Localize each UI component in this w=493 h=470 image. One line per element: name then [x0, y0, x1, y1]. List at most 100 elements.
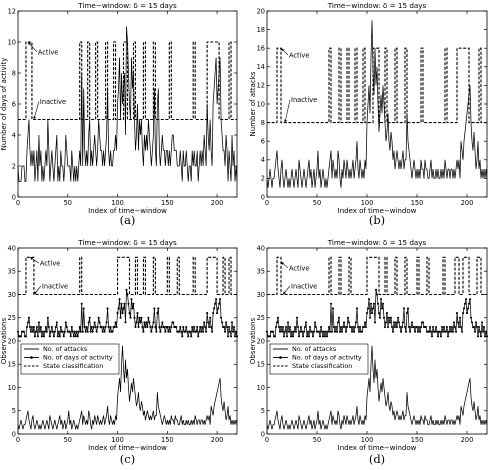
data-point	[402, 307, 406, 310]
data-point	[70, 326, 73, 329]
data-point	[341, 326, 345, 329]
x-tick-label: 50	[313, 436, 321, 444]
data-point	[166, 326, 169, 329]
data-point	[382, 316, 386, 319]
data-point	[62, 335, 65, 338]
data-point	[442, 326, 446, 329]
data-point	[120, 302, 123, 305]
y-tick-label: 4	[12, 131, 16, 139]
data-point	[175, 326, 178, 329]
y-tick-label: 40	[8, 244, 16, 252]
legend-entry: State classification	[43, 362, 103, 370]
chart-d: Time−window: δ = 15 days 0 50 100 150 200 0 5 10…	[249, 238, 489, 466]
data-point	[465, 312, 469, 315]
data-point	[460, 330, 464, 333]
data-point	[227, 326, 231, 329]
data-point	[126, 293, 129, 296]
data-point	[154, 326, 157, 329]
data-point	[463, 302, 467, 305]
data-point	[46, 316, 49, 319]
annotation-arrowhead	[27, 42, 31, 46]
data-point	[52, 335, 55, 338]
data-point	[279, 326, 283, 329]
y-tick-label: 2	[261, 175, 265, 183]
y-tick-label: 10	[8, 38, 16, 46]
data-point	[284, 326, 288, 329]
data-point	[28, 326, 31, 329]
data-point	[36, 335, 39, 338]
y-tick-label: 10	[257, 100, 265, 108]
y-tick-label: 6	[12, 100, 16, 108]
data-point	[276, 316, 280, 319]
data-point	[213, 307, 216, 310]
data-point	[81, 330, 84, 333]
data-point	[233, 335, 237, 338]
data-point	[103, 330, 106, 333]
data-point	[374, 288, 378, 291]
data-point	[198, 330, 201, 333]
data-point	[418, 330, 422, 333]
data-point	[292, 330, 296, 333]
data-point	[301, 335, 305, 338]
annotation-arrowhead	[33, 291, 37, 295]
data-point	[138, 316, 141, 319]
data-point	[399, 330, 403, 333]
data-point	[364, 326, 368, 329]
data-point	[298, 330, 302, 333]
data-point	[410, 321, 414, 324]
y-tick-label: 40	[257, 244, 265, 252]
data-point	[400, 326, 404, 329]
data-point	[338, 330, 342, 333]
data-point	[146, 326, 149, 329]
x-tick-label: 200	[211, 199, 224, 207]
chart-title: Time−window: δ = 15 days	[327, 1, 427, 10]
data-point	[117, 307, 120, 310]
data-point	[108, 330, 111, 333]
data-point	[116, 312, 119, 315]
data-point	[311, 335, 315, 338]
x-tick-label: 150	[161, 199, 174, 207]
data-point	[328, 330, 332, 333]
data-point	[392, 321, 396, 324]
y-tick-label: 15	[8, 361, 16, 369]
data-point	[45, 330, 48, 333]
data-point	[39, 326, 42, 329]
data-point	[41, 330, 44, 333]
data-point	[416, 330, 420, 333]
data-point	[369, 302, 373, 305]
data-point	[204, 326, 207, 329]
data-point	[129, 316, 132, 319]
data-point	[83, 326, 86, 329]
data-point	[275, 321, 279, 324]
data-point	[47, 326, 50, 329]
data-point	[365, 312, 369, 315]
data-point	[305, 335, 309, 338]
data-point	[152, 321, 155, 324]
data-point	[356, 326, 360, 329]
data-point	[387, 316, 391, 319]
data-point	[431, 326, 435, 329]
data-point	[291, 335, 295, 338]
x-axis-label: Index of time−window	[88, 444, 167, 452]
data-point	[386, 326, 390, 329]
data-point	[170, 326, 173, 329]
data-point	[470, 321, 474, 324]
data-point	[142, 330, 145, 333]
data-point	[38, 330, 41, 333]
data-point	[368, 316, 372, 319]
data-point	[283, 330, 287, 333]
annotation-arrow	[33, 101, 40, 120]
data-point	[206, 312, 209, 315]
data-point	[101, 330, 104, 333]
data-point	[324, 330, 328, 333]
y-tick-label: 20	[257, 337, 265, 345]
x-tick-label: 150	[411, 436, 424, 444]
data-point	[109, 326, 112, 329]
y-tick-label: 30	[8, 291, 16, 299]
data-point	[478, 330, 482, 333]
data-point	[148, 321, 151, 324]
data-point	[91, 330, 94, 333]
data-point	[58, 335, 61, 338]
data-point	[200, 330, 203, 333]
annotation-active: Active	[40, 260, 60, 268]
